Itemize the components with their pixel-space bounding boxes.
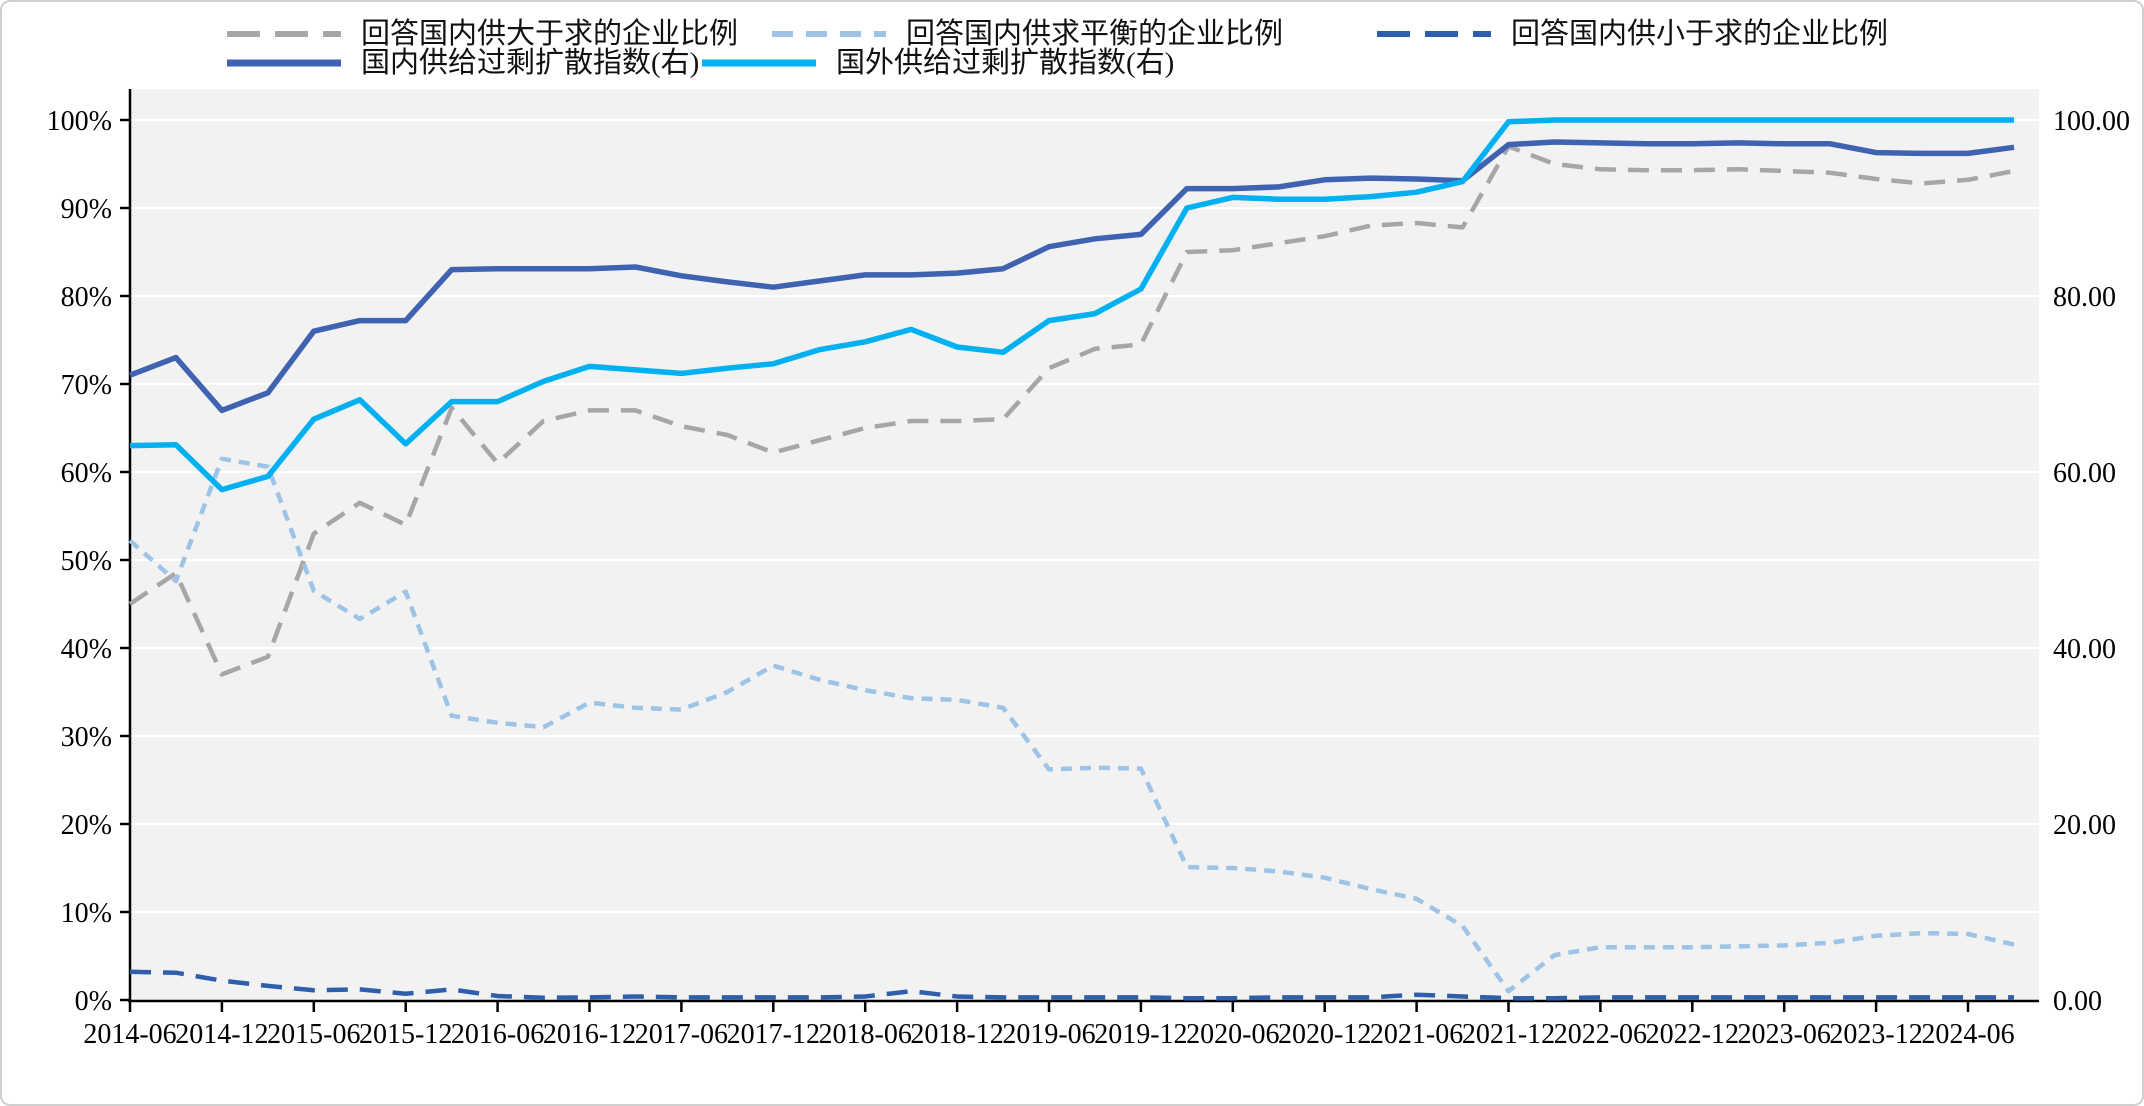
plot-background bbox=[130, 89, 2039, 1001]
x-axis-tick-label: 2019-06 bbox=[1002, 1019, 1095, 1050]
y-axis-tick-label: 80% bbox=[61, 282, 112, 313]
x-axis-tick-label: 2019-12 bbox=[1094, 1019, 1187, 1050]
legend-label: 回答国内供小于求的企业比例 bbox=[1511, 18, 1889, 50]
x-axis-tick-label: 2021-06 bbox=[1370, 1019, 1463, 1050]
x-axis-tick-label: 2014-12 bbox=[175, 1019, 268, 1050]
legend-label: 国内供给过剩扩散指数(右) bbox=[361, 47, 700, 79]
right-axis-tick-label: 0.00 bbox=[2053, 986, 2102, 1017]
x-axis-tick-label: 2018-12 bbox=[910, 1019, 1003, 1050]
legend-item-supply-demand-balance: 回答国内供求平衡的企业比例 bbox=[772, 19, 1283, 49]
x-axis-tick-label: 2022-12 bbox=[1646, 1019, 1739, 1050]
y-axis-tick-label: 20% bbox=[61, 810, 112, 841]
legend-swatch-dashed-darkblue bbox=[1377, 31, 1491, 37]
right-axis-tick-label: 100.00 bbox=[2053, 106, 2130, 137]
y-axis-tick-label: 90% bbox=[61, 194, 112, 225]
legend-label: 回答国内供求平衡的企业比例 bbox=[906, 18, 1284, 50]
legend-item-supply-exceeds-demand: 回答国内供大于求的企业比例 bbox=[227, 19, 738, 49]
x-axis-tick-label: 2021-12 bbox=[1462, 1019, 1555, 1050]
legend-label: 回答国内供大于求的企业比例 bbox=[361, 18, 739, 50]
x-axis-tick-label: 2024-06 bbox=[1921, 1019, 2014, 1050]
x-axis-tick-label: 2020-12 bbox=[1278, 1019, 1371, 1050]
right-axis-tick-label: 20.00 bbox=[2053, 810, 2116, 841]
x-axis-tick-label: 2015-06 bbox=[267, 1019, 360, 1050]
y-axis-tick-label: 0% bbox=[75, 986, 112, 1017]
legend-swatch-dashed-gray bbox=[227, 31, 341, 37]
y-axis-tick-label: 60% bbox=[61, 458, 112, 489]
x-axis-tick-label: 2020-06 bbox=[1186, 1019, 1279, 1050]
y-axis-tick-label: 30% bbox=[61, 722, 112, 753]
y-axis-tick-label: 40% bbox=[61, 634, 112, 665]
legend-item-domestic-oversupply-index: 国内供给过剩扩散指数(右) bbox=[227, 48, 699, 78]
x-axis-tick-label: 2014-06 bbox=[83, 1019, 176, 1050]
right-axis-tick-label: 60.00 bbox=[2053, 458, 2116, 489]
y-axis-tick-label: 50% bbox=[61, 546, 112, 577]
series-line-3 bbox=[129, 139, 2015, 414]
x-axis-tick-label: 2022-06 bbox=[1554, 1019, 1647, 1050]
right-axis-tick-label: 40.00 bbox=[2053, 634, 2116, 665]
right-axis-tick-label: 80.00 bbox=[2053, 282, 2116, 313]
legend-item-supply-below-demand: 回答国内供小于求的企业比例 bbox=[1377, 19, 1888, 49]
series-line-0 bbox=[128, 144, 2015, 677]
x-axis-tick-label: 2023-12 bbox=[1829, 1019, 1922, 1050]
x-axis-tick-label: 2023-06 bbox=[1738, 1019, 1831, 1050]
legend-swatch-solid-cyan bbox=[702, 59, 816, 67]
series-line-4 bbox=[129, 117, 2014, 493]
x-axis-tick-label: 2016-12 bbox=[543, 1019, 636, 1050]
legend-swatch-solid-blue bbox=[227, 59, 341, 67]
y-axis-tick-label: 70% bbox=[61, 370, 112, 401]
y-axis-tick-label: 100% bbox=[47, 106, 112, 137]
legend-swatch-dashed-lightblue bbox=[772, 31, 886, 37]
legend-label: 国外供给过剩扩散指数(右) bbox=[836, 47, 1175, 79]
x-axis-tick-label: 2018-06 bbox=[819, 1019, 912, 1050]
x-axis-tick-label: 2017-12 bbox=[727, 1019, 820, 1050]
series-line-2 bbox=[129, 969, 2014, 1001]
chart-legend: 回答国内供大于求的企业比例 回答国内供求平衡的企业比例 回答国内供小于求的企业比… bbox=[2, 2, 2142, 82]
x-axis-tick-label: 2015-12 bbox=[359, 1019, 452, 1050]
y-axis-tick-label: 10% bbox=[61, 898, 112, 929]
x-axis-tick-label: 2016-06 bbox=[451, 1019, 544, 1050]
legend-item-foreign-oversupply-index: 国外供给过剩扩散指数(右) bbox=[702, 48, 1174, 78]
x-axis-tick-label: 2017-06 bbox=[635, 1019, 728, 1050]
